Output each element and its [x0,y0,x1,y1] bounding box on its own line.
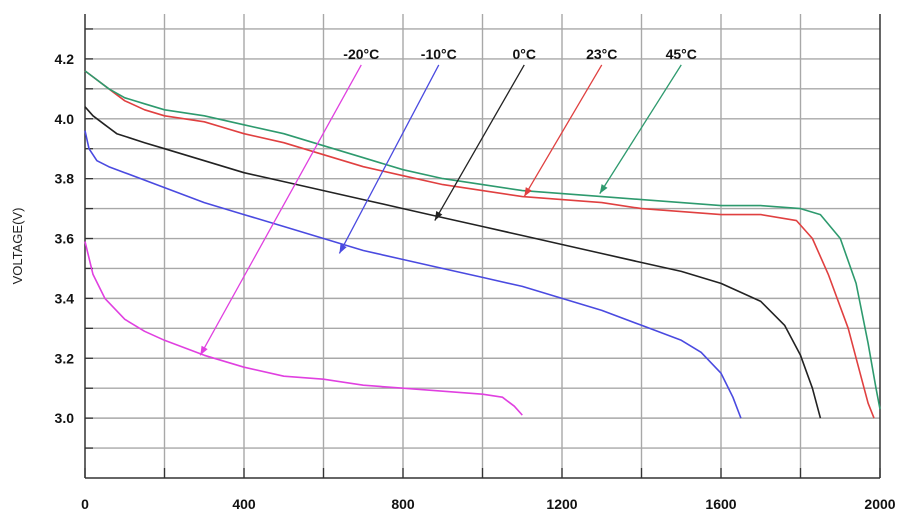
y-tick-label: 3.6 [55,231,75,247]
legend-label-2: 0°C [512,46,536,62]
legend-arrowhead-0 [200,345,208,356]
y-tick-label: 3.0 [55,410,75,426]
series-line-3 [84,70,875,419]
series-line-4 [84,70,881,410]
legend-arrow-1 [338,64,440,254]
axes [84,14,881,479]
y-tick-label: 4.0 [55,111,75,127]
legend-arrow-2 [434,64,525,221]
x-tick-label: 0 [81,496,89,512]
legend-arrowhead-1 [339,243,347,254]
series-lines [84,70,881,419]
series-line-0 [84,241,523,416]
series-line-1 [84,130,742,419]
x-tick-label: 2000 [864,496,895,512]
y-tick-label: 3.2 [55,350,75,366]
y-axis-label: VOLTAGE(V) [10,208,25,285]
legend-labels: -20°C -10°C 0°C 23°C 45°C [199,46,697,356]
legend-arrow-3 [523,64,603,197]
legend-arrowhead-4 [599,184,608,194]
x-tick-label: 1600 [705,496,736,512]
y-tick-labels: 3.0 3.2 3.4 3.6 3.8 4.0 4.2 [55,51,75,426]
legend-arrowhead-3 [524,187,532,197]
legend-label-4: 45°C [666,46,697,62]
legend-arrow-0 [199,64,362,356]
grid [85,14,880,478]
y-tick-label: 3.8 [55,171,75,187]
series-line-2 [84,106,822,419]
x-tick-label: 800 [391,496,415,512]
x-tick-label: 1200 [546,496,577,512]
legend-arrow-4 [599,64,682,194]
legend-label-1: -10°C [421,46,457,62]
x-tick-label: 400 [232,496,256,512]
x-tick-labels: 0 400 800 1200 1600 2000 [81,496,896,512]
legend-label-3: 23°C [586,46,617,62]
y-tick-label: 4.2 [55,51,75,67]
legend-label-0: -20°C [343,46,379,62]
y-tick-label: 3.4 [55,290,75,306]
legend-arrowhead-2 [434,211,443,221]
